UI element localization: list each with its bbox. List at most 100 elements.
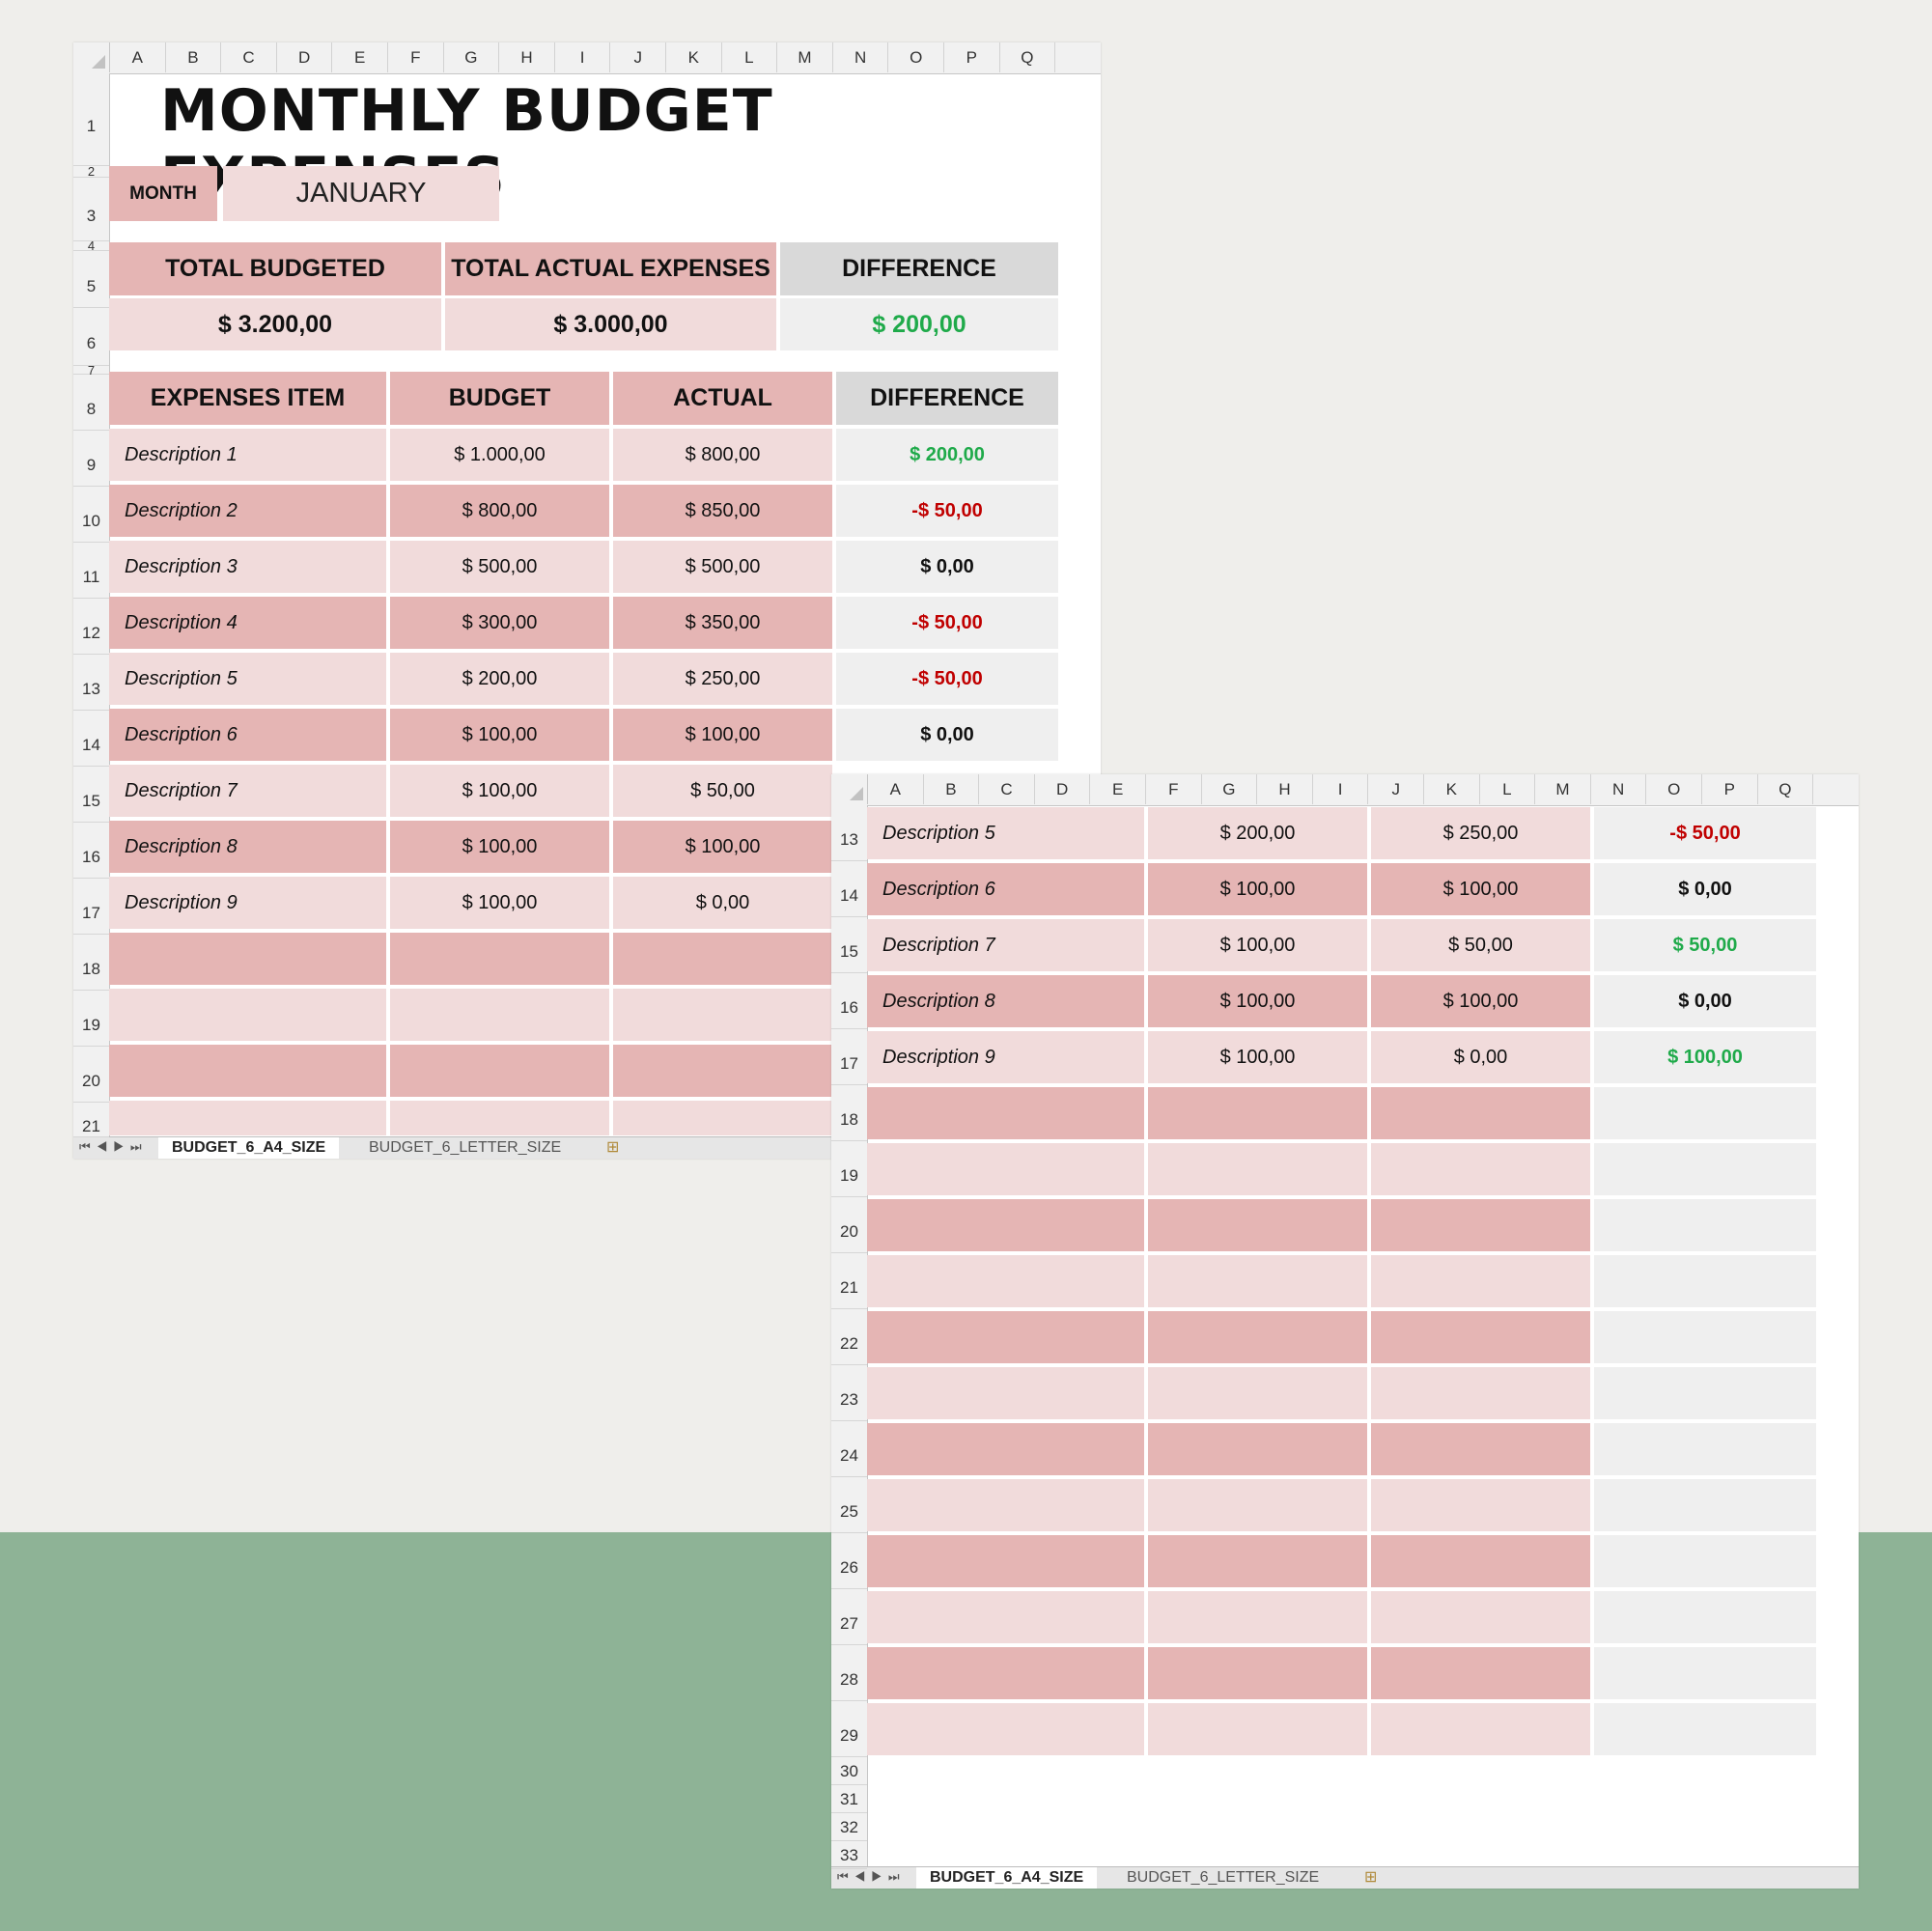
actual-cell[interactable]: $ 0,00 (613, 877, 832, 929)
row-number-3[interactable]: 3 (73, 178, 109, 241)
row-number-2[interactable]: 2 (73, 165, 109, 178)
expense-item-cell[interactable] (867, 1703, 1144, 1755)
column-header-e[interactable]: E (332, 42, 388, 72)
difference-cell[interactable]: $ 100,00 (1594, 1031, 1816, 1083)
expense-item-cell[interactable]: Description 5 (109, 653, 386, 705)
difference-cell[interactable]: -$ 50,00 (1594, 807, 1816, 859)
actual-cell[interactable] (1371, 1535, 1590, 1587)
expense-item-cell[interactable]: Description 9 (109, 877, 386, 929)
column-header-n[interactable]: N (1591, 774, 1647, 804)
difference-cell[interactable] (1594, 1087, 1816, 1139)
row-number-16[interactable]: 16 (831, 973, 867, 1029)
total-budgeted-value[interactable]: $ 3.200,00 (109, 298, 441, 350)
row-number-19[interactable]: 19 (73, 991, 109, 1047)
difference-cell[interactable]: $ 200,00 (836, 429, 1058, 481)
row-number-20[interactable]: 20 (831, 1197, 867, 1253)
column-header-a[interactable]: A (868, 774, 924, 804)
budget-cell[interactable] (1148, 1367, 1367, 1419)
difference-cell[interactable] (1594, 1367, 1816, 1419)
row-number-20[interactable]: 20 (73, 1047, 109, 1103)
budget-cell[interactable]: $ 300,00 (390, 597, 609, 649)
difference-value[interactable]: $ 200,00 (780, 298, 1058, 350)
budget-cell[interactable] (390, 989, 609, 1041)
expense-item-cell[interactable]: Description 4 (109, 597, 386, 649)
difference-cell[interactable]: $ 0,00 (1594, 863, 1816, 915)
row-number-29[interactable]: 29 (831, 1701, 867, 1757)
budget-cell[interactable] (1148, 1311, 1367, 1363)
row-number-24[interactable]: 24 (831, 1421, 867, 1477)
budget-cell[interactable] (390, 1045, 609, 1097)
column-header-n[interactable]: N (833, 42, 889, 72)
difference-cell[interactable]: -$ 50,00 (836, 597, 1058, 649)
expense-item-cell[interactable] (867, 1255, 1144, 1307)
budget-cell[interactable] (1148, 1255, 1367, 1307)
actual-cell[interactable] (613, 933, 832, 985)
column-header-o[interactable]: O (1646, 774, 1702, 804)
budget-cell[interactable]: $ 100,00 (1148, 1031, 1367, 1083)
row-number-13[interactable]: 13 (831, 805, 867, 861)
budget-cell[interactable] (390, 933, 609, 985)
row-number-25[interactable]: 25 (831, 1477, 867, 1533)
actual-cell[interactable] (1371, 1367, 1590, 1419)
row-number-16[interactable]: 16 (73, 823, 109, 879)
row-number-5[interactable]: 5 (73, 251, 109, 308)
budget-cell[interactable]: $ 500,00 (390, 541, 609, 593)
actual-cell[interactable] (1371, 1199, 1590, 1251)
actual-cell[interactable] (613, 989, 832, 1041)
budget-cell[interactable] (1148, 1479, 1367, 1531)
difference-cell[interactable]: -$ 50,00 (836, 653, 1058, 705)
actual-cell[interactable]: $ 850,00 (613, 485, 832, 537)
expense-item-cell[interactable]: Description 6 (867, 863, 1144, 915)
actual-cell[interactable] (1371, 1591, 1590, 1643)
budget-cell[interactable] (1148, 1591, 1367, 1643)
column-header-p[interactable]: P (1702, 774, 1758, 804)
actual-cell[interactable]: $ 0,00 (1371, 1031, 1590, 1083)
row-number-14[interactable]: 14 (831, 861, 867, 917)
difference-cell[interactable]: $ 50,00 (1594, 919, 1816, 971)
budget-cell[interactable] (1148, 1535, 1367, 1587)
row-number-18[interactable]: 18 (73, 935, 109, 991)
actual-cell[interactable] (1371, 1255, 1590, 1307)
actual-cell[interactable]: $ 250,00 (1371, 807, 1590, 859)
row-number-28[interactable]: 28 (831, 1645, 867, 1701)
select-all-corner[interactable] (73, 42, 110, 72)
row-number-21[interactable]: 21 (831, 1253, 867, 1309)
column-header-a[interactable]: A (110, 42, 166, 72)
month-value[interactable]: JANUARY (223, 166, 499, 221)
difference-cell[interactable] (1594, 1199, 1816, 1251)
expense-item-cell[interactable]: Description 9 (867, 1031, 1144, 1083)
budget-cell[interactable] (390, 1101, 609, 1135)
column-header-f[interactable]: F (388, 42, 444, 72)
column-header-c[interactable]: C (979, 774, 1035, 804)
budget-cell[interactable]: $ 100,00 (1148, 919, 1367, 971)
budget-cell[interactable] (1148, 1423, 1367, 1475)
expense-item-cell[interactable]: Description 1 (109, 429, 386, 481)
expense-item-cell[interactable] (109, 1045, 386, 1097)
column-header-p[interactable]: P (944, 42, 1000, 72)
column-header-l[interactable]: L (1480, 774, 1536, 804)
expense-item-cell[interactable] (867, 1143, 1144, 1195)
column-header-l[interactable]: L (722, 42, 778, 72)
column-header-f[interactable]: F (1146, 774, 1202, 804)
budget-cell[interactable]: $ 100,00 (1148, 863, 1367, 915)
actual-cell[interactable]: $ 50,00 (613, 765, 832, 817)
actual-cell[interactable] (1371, 1423, 1590, 1475)
column-header-g[interactable]: G (1202, 774, 1258, 804)
column-header-g[interactable]: G (444, 42, 500, 72)
expense-item-cell[interactable] (867, 1087, 1144, 1139)
row-number-27[interactable]: 27 (831, 1589, 867, 1645)
actual-cell[interactable]: $ 100,00 (1371, 975, 1590, 1027)
budget-cell[interactable]: $ 100,00 (390, 765, 609, 817)
row-number-31[interactable]: 31 (831, 1785, 867, 1813)
row-number-32[interactable]: 32 (831, 1813, 867, 1841)
actual-cell[interactable] (1371, 1647, 1590, 1699)
tab-letter-size[interactable]: BUDGET_6_LETTER_SIZE (369, 1139, 562, 1156)
budget-cell[interactable] (1148, 1143, 1367, 1195)
difference-cell[interactable] (1594, 1143, 1816, 1195)
row-number-21[interactable]: 21 (73, 1103, 109, 1137)
expense-item-cell[interactable]: Description 7 (867, 919, 1144, 971)
budget-cell[interactable]: $ 200,00 (390, 653, 609, 705)
row-number-8[interactable]: 8 (73, 375, 109, 431)
row-number-7[interactable]: 7 (73, 364, 109, 377)
actual-cell[interactable]: $ 100,00 (1371, 863, 1590, 915)
